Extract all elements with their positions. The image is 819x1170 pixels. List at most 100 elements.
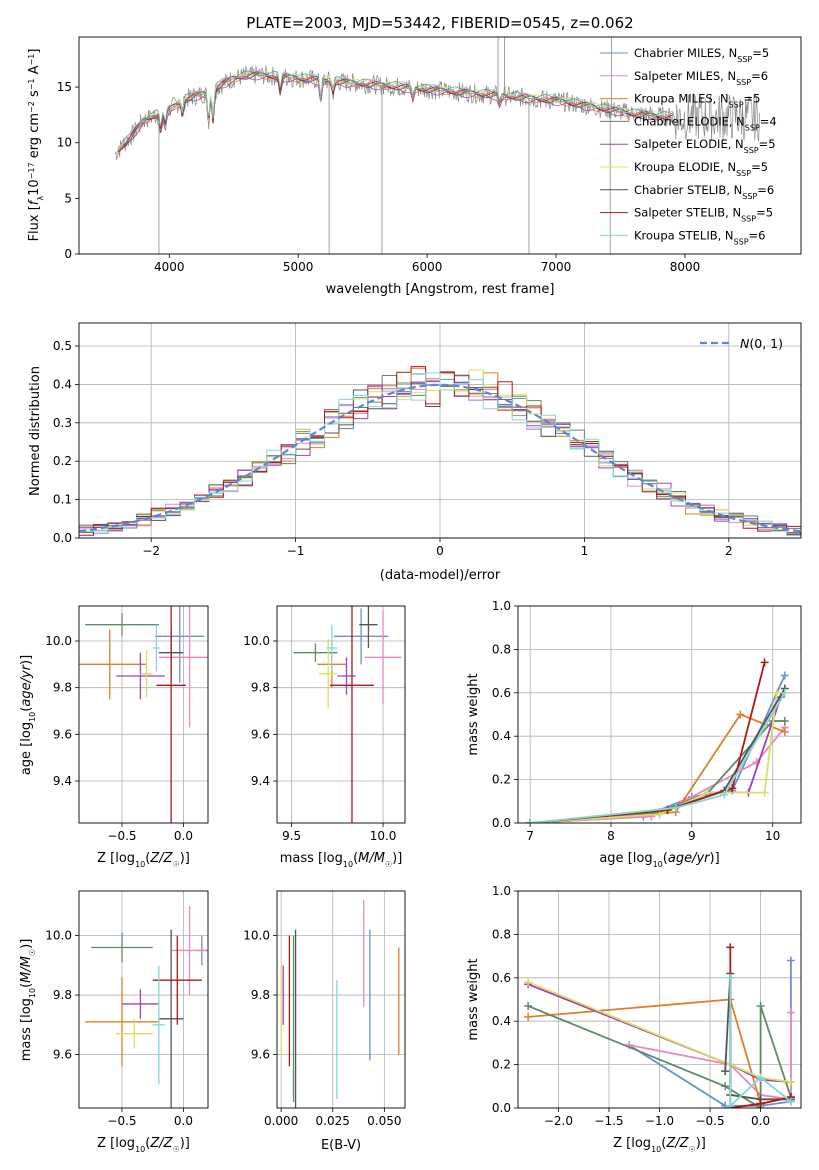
weight-point-marker <box>760 788 769 797</box>
x-tick-label: 0.025 <box>316 1114 350 1128</box>
x-tick-label: −0.5 <box>107 1114 136 1128</box>
plot-area-age-vs-metallicity <box>79 606 208 823</box>
axes-frame <box>78 36 802 255</box>
y-tick-label: 15 <box>57 80 72 94</box>
x-tick-label: 0.0 <box>751 1114 770 1128</box>
x-axis-label: wavelength [Angstrom, rest frame] <box>326 282 555 297</box>
y-tick-label: 0.8 <box>492 642 511 656</box>
x-axis-label: E(B-V) <box>321 1138 361 1153</box>
y-tick-label: 0 <box>64 247 72 261</box>
y-tick-label: 0.6 <box>492 686 511 700</box>
y-tick-label: 9.6 <box>53 727 72 741</box>
axes-weight-vs-age: 7 8 9 10 0.0 0.2 0.4 0.6 0.8 1.0 age [log10(age/yr… <box>466 599 802 869</box>
legend-label: Salpeter STELIB, NSSP=5 <box>634 206 773 224</box>
y-tick-label: 0.8 <box>492 927 511 941</box>
weight-point-marker <box>760 658 769 667</box>
x-tick-label: −2 <box>142 544 160 558</box>
weight-point-marker <box>726 973 735 982</box>
model-spectrum-line <box>117 75 673 152</box>
y-axis-label: age [log10(age/yr)] <box>19 655 37 775</box>
weight-point-marker <box>524 1002 533 1011</box>
x-tick-label: 9.5 <box>282 829 301 843</box>
legend-label: Salpeter ELODIE, NSSP=5 <box>634 137 776 155</box>
legend-label: Kroupa ELODIE, NSSP=5 <box>634 160 768 178</box>
x-tick-label: 7000 <box>541 260 572 274</box>
weight-point-marker <box>756 1099 765 1108</box>
axes-frame <box>517 890 802 1109</box>
weight-point-marker <box>780 727 789 736</box>
x-tick-label: 6000 <box>412 260 443 274</box>
x-tick-label: 0.000 <box>264 1114 298 1128</box>
x-axis-label: (data-model)/error <box>380 568 501 583</box>
y-tick-label: 9.8 <box>251 681 270 695</box>
y-tick-label: 0.5 <box>53 339 72 353</box>
plot-area-age-vs-mass <box>293 606 402 823</box>
y-tick-label: 1.0 <box>492 599 511 613</box>
weight-series-line <box>527 981 792 1083</box>
legend-label: Chabrier ELODIE, NSSP=4 <box>634 114 777 131</box>
x-tick-label: 0 <box>436 544 444 558</box>
x-tick-label: 0.0 <box>174 829 193 843</box>
y-axis-label: mass [log10(M/M☉)] <box>19 939 37 1062</box>
x-tick-label: 1 <box>581 544 589 558</box>
weight-series-line <box>527 1005 792 1108</box>
weight-point-marker <box>772 688 781 697</box>
x-axis-label: Z [log10(Z/Z☉)] <box>97 851 190 869</box>
x-tick-label: −1.5 <box>594 1114 623 1128</box>
x-tick-label: 4000 <box>154 260 185 274</box>
axes-age-vs-mass: 9.5 10.0 9.4 9.6 9.8 10.0 mass [log10(M/M☉)] <box>243 605 406 869</box>
weight-point-marker <box>721 1082 730 1091</box>
y-tick-label: 0.4 <box>53 377 72 391</box>
axes-mass-vs-ebv: 0.000 0.025 0.050 9.6 9.8 10.0 <box>243 890 406 1128</box>
weight-point-marker <box>720 790 729 799</box>
axes-frame <box>276 890 406 1109</box>
model-spectrum-line <box>117 69 673 152</box>
figure-title: PLATE=2003, MJD=53442, FIBERID=0545, z=0… <box>246 14 633 32</box>
weight-point-marker <box>780 671 789 680</box>
x-tick-label: −0.5 <box>107 829 136 843</box>
weight-point-marker <box>786 1097 795 1106</box>
plot-area-mass-vs-ebv <box>280 899 400 1108</box>
plot-area-spectrum <box>114 37 760 254</box>
axes-frame <box>78 890 209 1109</box>
weight-series-line <box>530 692 786 823</box>
y-tick-label: 0.3 <box>53 416 72 430</box>
x-tick-label: 8000 <box>670 260 701 274</box>
x-tick-label: −2.0 <box>544 1114 573 1128</box>
weight-point-marker <box>663 805 672 814</box>
y-tick-label: 0.2 <box>492 773 511 787</box>
weight-point-marker <box>786 956 795 965</box>
x-tick-label: 7 <box>526 829 534 843</box>
x-tick-label: 0.0 <box>174 1114 193 1128</box>
y-tick-label: 9.8 <box>53 988 72 1002</box>
plot-area-residuals <box>79 366 801 536</box>
y-axis-label: mass weight <box>466 673 481 755</box>
y-tick-label: 0.6 <box>492 971 511 985</box>
y-tick-label: 9.6 <box>53 1047 72 1061</box>
axes-frame <box>78 322 802 539</box>
axes-residuals: −2 −1 0 1 2 0.0 0.1 0.2 0.3 0.4 0.5 N(0, 1) (data-mo… <box>28 322 802 583</box>
y-tick-label: 9.6 <box>251 1047 270 1061</box>
y-tick-label: 0.2 <box>53 454 72 468</box>
axes-age-vs-metallicity: −0.5 0.0 9.4 9.6 9.8 10.0 Z [log10(Z/Z☉)] age [… <box>19 605 209 869</box>
x-tick-label: −0.5 <box>695 1114 724 1128</box>
weight-point-marker <box>756 1073 765 1082</box>
x-axis-label: Z [log10(Z/Z☉)] <box>97 1136 190 1154</box>
y-axis-label: mass weight <box>466 958 481 1040</box>
weight-point-marker <box>780 717 789 726</box>
y-tick-label: 10.0 <box>45 929 72 943</box>
weight-point-marker <box>786 1077 795 1086</box>
weight-point-marker <box>780 688 789 697</box>
x-axis-label: Z [log10(Z/Z☉)] <box>613 1136 706 1154</box>
y-tick-label: 9.8 <box>53 681 72 695</box>
y-tick-label: 10.0 <box>243 634 270 648</box>
legend-label: Kroupa STELIB, NSSP=6 <box>634 228 765 246</box>
y-tick-label: 0.4 <box>492 729 511 743</box>
legend-label: Chabrier MILES, NSSP=5 <box>634 46 769 64</box>
legend: Chabrier MILES, NSSP=5 Salpeter MILES, NS… <box>600 46 777 246</box>
weight-point-marker <box>728 784 737 793</box>
x-tick-label: 8 <box>607 829 615 843</box>
model-spectrum-line <box>117 71 673 148</box>
weight-point-marker <box>736 710 745 719</box>
